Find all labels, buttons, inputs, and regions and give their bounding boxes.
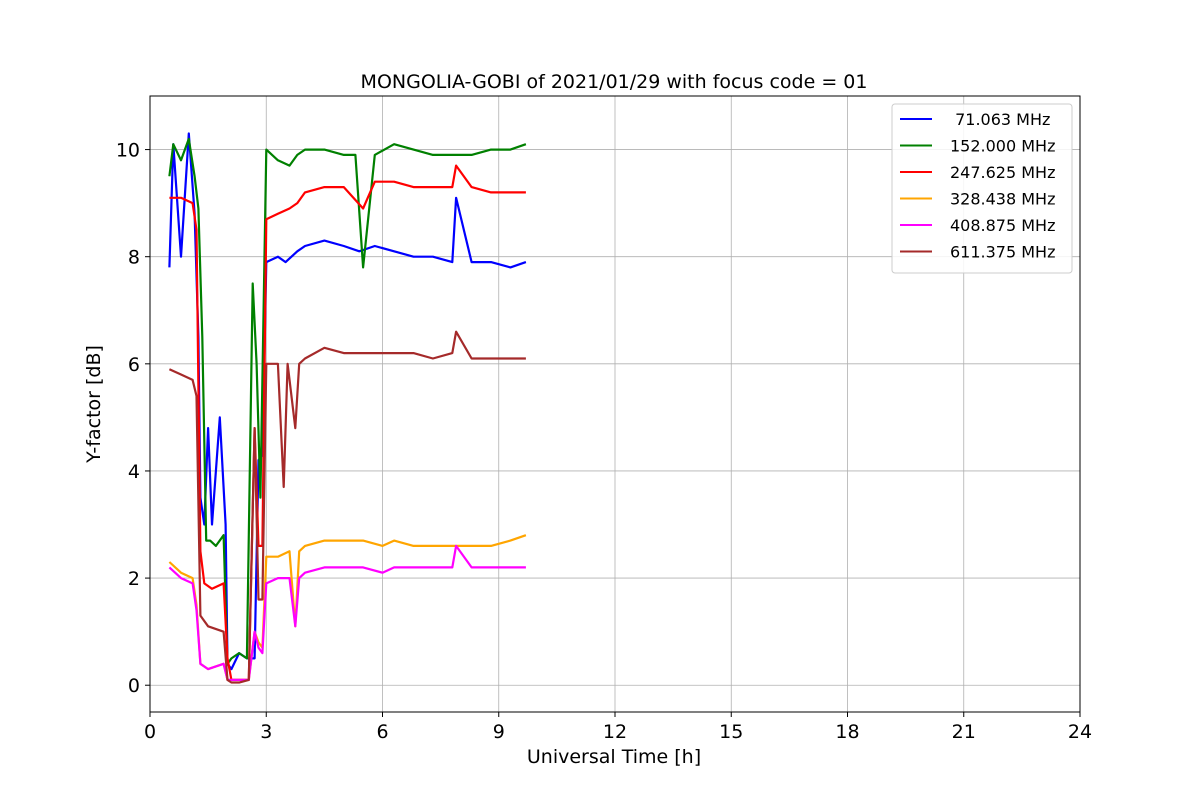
legend-label: 611.375 MHz (950, 243, 1055, 262)
y-tick-label: 2 (128, 568, 140, 590)
x-tick-label: 18 (835, 721, 859, 743)
x-axis-label: Universal Time [h] (527, 746, 701, 768)
series-layer (168, 132, 527, 684)
x-tick-label: 24 (1068, 721, 1092, 743)
legend-label: 247.625 MHz (950, 163, 1055, 182)
y-tick-label: 10 (116, 140, 140, 162)
legend-label: 408.875 MHz (950, 216, 1055, 235)
legend-label: 152.000 MHz (950, 137, 1055, 156)
legend: 71.063 MHz 152.000 MHz 247.625 MHz 328.438 … (891, 103, 1073, 274)
x-tick-label: 9 (493, 721, 505, 743)
legend-label: 71.063 MHz (950, 110, 1050, 129)
legend-box (891, 103, 1073, 274)
series-line-6 (168, 330, 526, 684)
series-line-2 (168, 137, 527, 665)
series-line-5 (168, 544, 526, 682)
y-axis-label: Y-factor [dB] (83, 345, 105, 464)
series-line-4 (168, 534, 527, 682)
y-tick-label: 4 (128, 461, 140, 483)
x-tick-label: 0 (144, 721, 156, 743)
x-tick-label: 3 (260, 721, 272, 743)
series-line-3 (169, 164, 526, 682)
x-tick-label: 21 (952, 721, 976, 743)
x-tick-label: 12 (603, 721, 627, 743)
x-tick-label: 15 (719, 721, 743, 743)
y-tick-label: 8 (128, 247, 140, 269)
y-tick-label: 6 (128, 354, 140, 376)
x-tick-label: 6 (376, 721, 388, 743)
chart-title: MONGOLIA-GOBI of 2021/01/29 with focus c… (361, 71, 868, 93)
y-tick-label: 0 (128, 675, 140, 697)
legend-label: 328.438 MHz (950, 190, 1055, 209)
